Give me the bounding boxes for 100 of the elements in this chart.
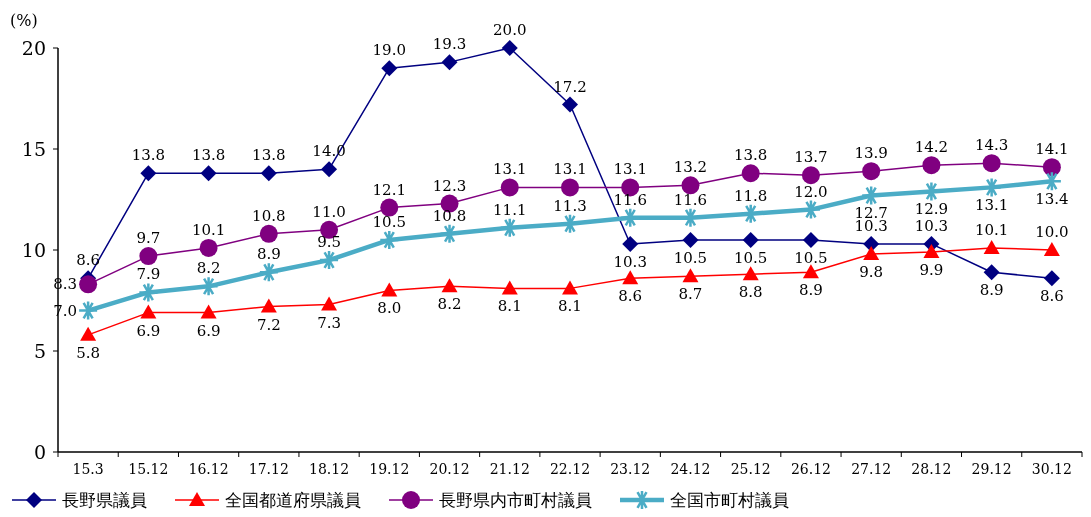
point	[77, 300, 99, 321]
point	[681, 176, 700, 195]
x-tick-label: 28.12	[911, 461, 952, 477]
data-label: 12.0	[794, 182, 828, 201]
point	[501, 280, 518, 295]
point	[983, 239, 1000, 254]
data-label: 8.6	[1039, 287, 1064, 306]
data-label: 8.1	[497, 297, 522, 316]
data-label: 8.2	[437, 295, 462, 314]
data-label: 7.9	[136, 265, 161, 284]
x-tick-label: 29.12	[971, 461, 1012, 477]
data-label: 8.8	[738, 283, 763, 302]
point	[982, 154, 1001, 173]
point	[742, 266, 759, 281]
point	[441, 54, 458, 71]
point	[1043, 242, 1060, 256]
point	[200, 165, 217, 182]
data-label: 13.8	[252, 146, 286, 165]
y-tick-label: 15	[21, 138, 46, 160]
data-label: 6.9	[196, 321, 221, 340]
data-label: 8.9	[799, 281, 823, 300]
data-label: 9.8	[859, 263, 884, 282]
data-label: 20.0	[493, 21, 527, 39]
data-label: 19.3	[432, 35, 467, 54]
point	[742, 231, 759, 248]
data-label: 10.1	[191, 220, 226, 239]
data-label: 14.3	[974, 136, 1009, 155]
x-tick-label: 19.12	[369, 461, 410, 477]
data-label: 8.2	[196, 259, 221, 278]
point	[922, 156, 941, 175]
point	[1043, 270, 1060, 287]
data-label: 12.9	[914, 200, 949, 219]
point	[802, 231, 819, 248]
data-label: 13.2	[673, 158, 708, 177]
data-label: 11.1	[493, 200, 527, 219]
data-label: 13.1	[553, 160, 587, 179]
point	[321, 161, 338, 178]
data-label: 8.6	[76, 251, 101, 270]
data-label: 10.5	[673, 248, 708, 267]
point	[318, 249, 340, 271]
point	[140, 304, 157, 319]
data-label: 10.5	[734, 248, 768, 267]
point	[199, 238, 218, 257]
point	[622, 270, 639, 285]
point	[200, 304, 217, 319]
point	[380, 198, 399, 217]
x-tick-label: 27.12	[851, 461, 892, 477]
point	[682, 268, 699, 283]
data-label: 14.1	[1035, 140, 1069, 159]
y-tick-label: 5	[33, 340, 46, 362]
data-label: 8.1	[558, 297, 582, 316]
data-label: 8.9	[256, 245, 281, 264]
point	[260, 165, 277, 182]
data-label: 7.3	[317, 313, 341, 332]
data-label: 9.5	[317, 233, 341, 252]
data-label: 13.8	[734, 146, 768, 165]
data-label: 7.2	[256, 315, 281, 334]
data-label: 13.8	[131, 146, 166, 165]
data-label: 11.6	[613, 190, 647, 209]
data-label: 8.7	[678, 285, 703, 304]
data-label: 10.3	[613, 252, 647, 271]
data-label: 10.5	[794, 248, 828, 267]
x-tick-label: 22.12	[549, 461, 591, 477]
point	[1042, 158, 1061, 177]
x-tick-label: 21.12	[489, 461, 530, 477]
data-label: 11.8	[734, 186, 768, 205]
point	[139, 247, 158, 266]
point	[441, 278, 458, 293]
x-tick-label: 18.12	[309, 461, 350, 477]
point	[863, 246, 880, 261]
data-label: 6.9	[136, 321, 161, 340]
data-label: 17.2	[553, 77, 587, 96]
data-label: 10.8	[432, 206, 467, 225]
point	[140, 165, 157, 182]
data-label: 13.1	[974, 196, 1009, 215]
point	[923, 244, 940, 259]
x-tick-label: 23.12	[610, 461, 651, 477]
point	[561, 178, 579, 197]
data-label: 11.0	[312, 202, 346, 221]
x-tick-label: 20.12	[429, 461, 470, 477]
data-label: 9.7	[136, 229, 161, 248]
point	[259, 224, 278, 243]
point	[381, 60, 398, 77]
point	[741, 164, 760, 183]
data-label: 13.1	[493, 160, 527, 179]
data-label: 10.1	[974, 220, 1009, 239]
x-tick-label: 24.12	[670, 461, 711, 477]
data-label: 8.9	[979, 281, 1004, 300]
data-label: 19.0	[372, 41, 406, 60]
point	[260, 298, 277, 313]
y-axis-title: (%)	[10, 11, 38, 30]
data-label: 13.4	[1035, 190, 1069, 209]
data-label: 10.8	[252, 206, 286, 225]
point	[501, 40, 518, 56]
y-tick-label: 0	[33, 441, 46, 463]
data-label: 11.6	[673, 190, 708, 209]
legend-label: 長野県議員	[62, 490, 147, 510]
point	[802, 264, 819, 279]
data-label: 9.9	[919, 261, 944, 280]
data-label: 13.7	[794, 148, 828, 167]
